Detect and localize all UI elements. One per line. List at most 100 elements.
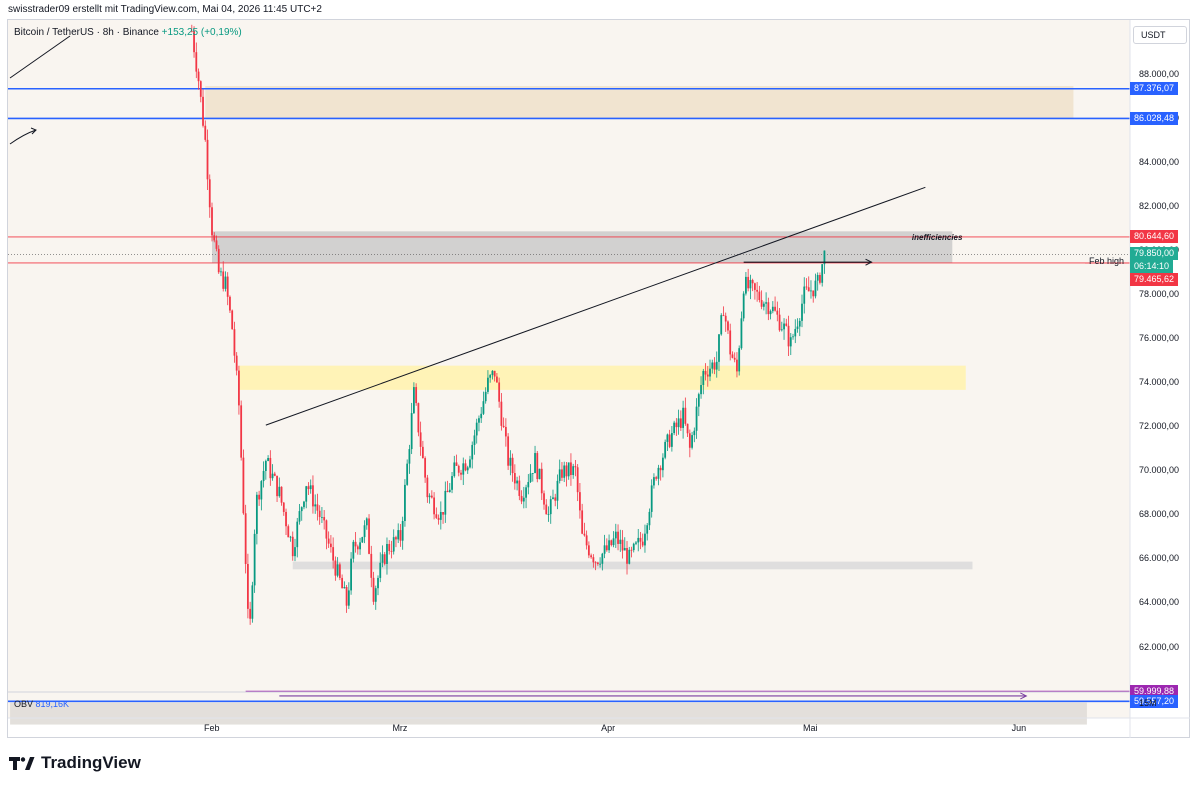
candle: [430, 490, 433, 499]
trendline[interactable]: [265, 186, 926, 426]
candle: [635, 540, 637, 546]
candle: [455, 454, 458, 467]
candle: [480, 407, 483, 423]
candle: [282, 501, 285, 516]
candle: [251, 581, 254, 623]
candle: [565, 462, 568, 487]
obv-name: OBV: [14, 699, 34, 709]
candle: [801, 294, 803, 328]
candle: [404, 479, 406, 527]
candle: [462, 457, 465, 486]
candle: [747, 268, 750, 292]
candle: [693, 427, 696, 443]
topleft-trendline[interactable]: [9, 35, 71, 79]
candle: [729, 323, 732, 361]
candle: [579, 482, 581, 519]
candle: [466, 465, 469, 474]
candle: [581, 503, 584, 535]
candle: [211, 202, 213, 242]
candle: [448, 483, 451, 493]
candle: [229, 295, 231, 313]
candle: [762, 301, 765, 311]
candle: [599, 557, 601, 568]
candle: [540, 462, 543, 501]
candle: [682, 400, 684, 439]
candle: [769, 309, 772, 320]
candle: [220, 267, 222, 277]
zone-yellow[interactable]: [238, 365, 966, 390]
currency-button[interactable]: USDT: [1133, 26, 1187, 44]
drawings-layer: [9, 35, 1028, 700]
price-label: 86.028,48: [1130, 111, 1179, 125]
zone-supply[interactable]: [205, 86, 1074, 120]
price-tick: 66.000,00: [1139, 553, 1180, 564]
candle: [388, 540, 391, 555]
candle: [421, 440, 424, 459]
candle: [780, 321, 783, 332]
candle: [738, 345, 741, 376]
candle: [253, 529, 256, 593]
candle: [341, 574, 344, 589]
candle: [439, 501, 442, 530]
price-tick: 62.000,00: [1139, 641, 1180, 652]
candle: [473, 429, 476, 455]
tradingview-logo-text: TradingView: [41, 753, 141, 772]
candle: [617, 524, 619, 551]
zone-inefficiencies[interactable]: [212, 231, 953, 263]
candle: [475, 418, 478, 444]
candle: [240, 400, 243, 461]
candle: [697, 392, 700, 417]
candle: [554, 493, 557, 507]
candle: [731, 351, 734, 359]
candle: [619, 529, 622, 552]
candle: [442, 511, 444, 524]
candle: [323, 510, 326, 530]
candle: [437, 514, 440, 525]
candle: [368, 514, 370, 555]
topleft-arrow[interactable]: [9, 129, 37, 145]
candle: [327, 531, 330, 548]
candle: [807, 276, 810, 292]
candle: [702, 368, 705, 395]
price-tick: 76.000,00: [1139, 333, 1180, 344]
candle: [666, 433, 669, 452]
candle: [269, 450, 272, 486]
candle: [668, 429, 671, 449]
candle: [314, 494, 317, 514]
candle: [776, 301, 779, 322]
candle: [451, 472, 453, 494]
candle: [552, 489, 554, 500]
candle: [520, 490, 523, 505]
candle: [798, 318, 801, 337]
candle: [592, 554, 595, 568]
candle: [751, 278, 754, 292]
indicator-scale-label: 15M: [1139, 698, 1157, 708]
candle: [280, 486, 283, 506]
zone-range-low[interactable]: [292, 561, 973, 570]
price-tick: 70.000,00: [1139, 465, 1180, 476]
tradingview-logo[interactable]: TradingView: [9, 753, 141, 773]
candle: [195, 42, 198, 79]
candle: [489, 373, 492, 383]
candle: [567, 462, 570, 480]
candle: [722, 306, 725, 317]
candle: [336, 557, 339, 578]
candle: [435, 507, 438, 519]
candle: [332, 537, 335, 569]
candle: [307, 482, 310, 496]
candle: [670, 426, 673, 452]
candle: [500, 393, 503, 431]
time-tick: Jun: [1011, 723, 1027, 733]
zone-bottom[interactable]: [10, 702, 1087, 725]
candle: [235, 352, 238, 376]
candle: [655, 475, 658, 481]
candle: [264, 459, 267, 480]
candle: [783, 318, 785, 340]
candle: [509, 450, 512, 476]
candle: [787, 315, 790, 356]
candle: [513, 464, 516, 490]
candle: [278, 477, 281, 498]
candle: [300, 506, 303, 521]
candle: [516, 476, 518, 491]
